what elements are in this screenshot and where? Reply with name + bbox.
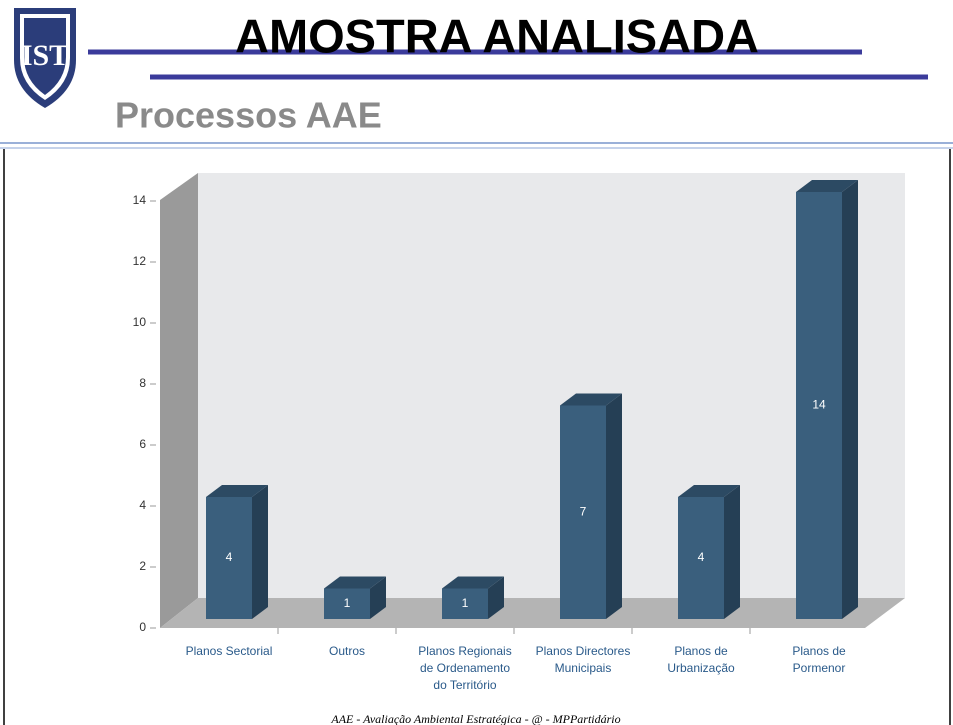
data-label: 1 [344,596,351,610]
bar-front [324,588,370,619]
x-tick-label: Planos de Pormenor [792,644,846,675]
y-tick-label: 4 [139,498,146,512]
y-tick-label: 2 [139,559,146,573]
bar [560,393,622,619]
bar [678,485,740,619]
bar-side [370,576,386,619]
y-tick-label: 6 [139,437,146,451]
x-tick-label: Outros [329,644,365,658]
bar [796,180,858,619]
bar [442,576,504,619]
y-tick-label: 12 [133,254,147,268]
svg-text:IST: IST [21,39,69,72]
side-wall [160,173,198,628]
logo: IST [14,8,76,108]
bar-front [678,497,724,619]
bar-top [206,485,268,497]
floor [160,598,905,628]
bar-side [488,576,504,619]
bar-front [796,192,842,619]
bar-front [560,405,606,619]
back-wall [198,173,905,598]
subtitle: Processos AAE [115,95,382,136]
footer: AAE - Avaliação Ambiental Estratégica - … [330,712,620,725]
bar-top [442,576,504,589]
y-tick-label: 10 [133,315,147,329]
bar-top [678,485,740,497]
data-label: 1 [462,596,469,610]
y-tick-label: 14 [133,193,147,207]
bar-top [560,393,622,406]
data-label: 4 [698,550,705,564]
x-tick-label: Planos de Urbanização [667,644,735,675]
x-tick-label: Planos Regionais de Ordenamento do Territó… [418,644,511,692]
bar-side [252,485,268,619]
title: AMOSTRA ANALISADA [235,9,759,62]
data-label: 14 [812,398,826,412]
data-label: 4 [226,550,233,564]
data-label: 7 [580,504,587,518]
bar [324,576,386,619]
y-tick-label: 0 [139,620,146,634]
bar-front [442,588,488,619]
x-tick-label: Planos Directores Municipais [536,644,631,675]
y-tick-label: 8 [139,376,146,390]
bar-side [724,485,740,619]
bar [206,485,268,619]
x-tick-label: Planos Sectorial [186,644,273,658]
bar-side [606,393,622,619]
bar-top [796,180,858,192]
bar-side [842,180,858,619]
bar-front [206,497,252,619]
bar-top [324,576,386,589]
